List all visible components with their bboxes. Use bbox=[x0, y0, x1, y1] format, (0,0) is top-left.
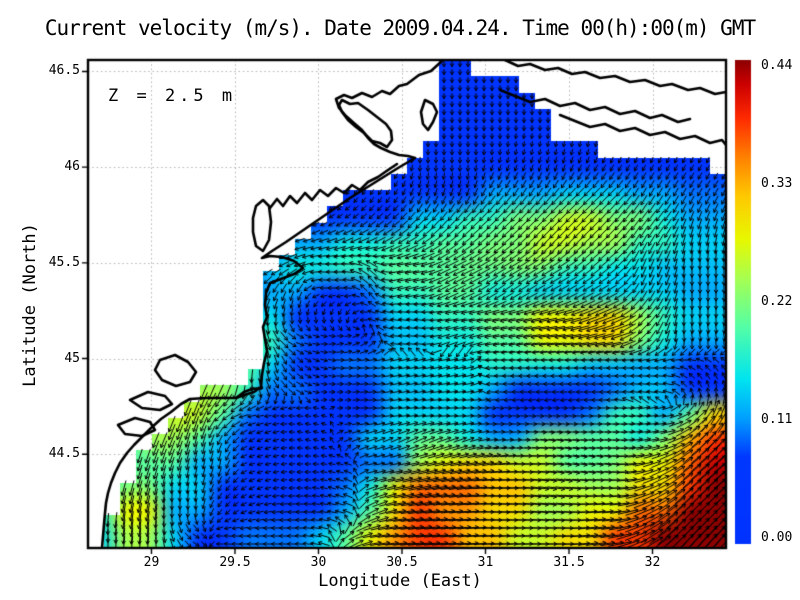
colorbar-tick-label: 0.44 bbox=[761, 58, 793, 73]
y-tick-label: 46 bbox=[64, 159, 80, 175]
colorbar-tick-label: 0.22 bbox=[761, 294, 793, 309]
x-axis-title: Longitude (East) bbox=[318, 571, 482, 591]
figure-title: Current velocity (m/s). Date 2009.04.24.… bbox=[44, 16, 756, 40]
x-tick-label: 31 bbox=[477, 555, 494, 570]
x-tick-label: 29.5 bbox=[219, 555, 251, 570]
colorbar-tick-label: 0.33 bbox=[761, 176, 793, 191]
x-tick-label: 29 bbox=[143, 555, 160, 570]
x-tick-label: 31.5 bbox=[553, 555, 585, 570]
y-tick-label: 45.5 bbox=[48, 254, 80, 270]
x-tick-label: 32 bbox=[644, 555, 661, 570]
x-tick-label: 30.5 bbox=[386, 555, 418, 570]
x-tick-label: 30 bbox=[310, 555, 327, 570]
y-tick-label: 44.5 bbox=[48, 446, 80, 462]
colorbar-tick-label: 0.11 bbox=[761, 412, 793, 427]
y-tick-label: 45 bbox=[64, 350, 80, 366]
colorbar-tick-label: 0.00 bbox=[761, 530, 793, 545]
y-tick-label: 46.5 bbox=[48, 63, 80, 79]
depth-annotation: Z = 2.5 m bbox=[108, 86, 237, 106]
